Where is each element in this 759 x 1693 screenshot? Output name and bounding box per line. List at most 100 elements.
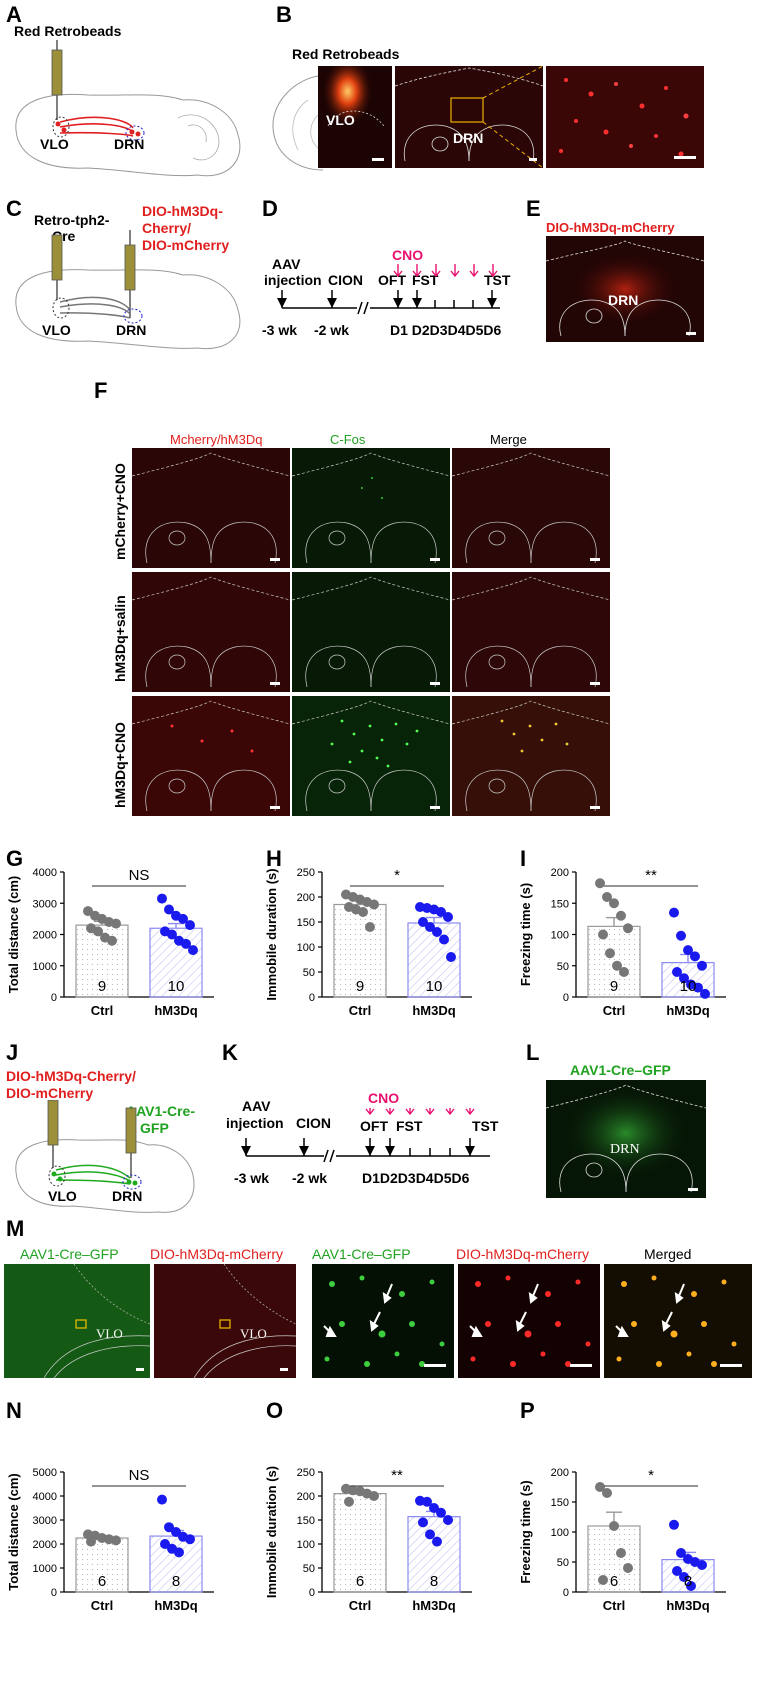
data-point bbox=[425, 1529, 435, 1540]
data-point bbox=[669, 1519, 679, 1530]
y-tick-label: 0 bbox=[563, 1587, 569, 1599]
f-r1-merge-micrograph bbox=[452, 448, 610, 568]
data-point bbox=[616, 910, 626, 921]
panel-letter-a: A bbox=[6, 2, 22, 27]
data-point bbox=[358, 907, 368, 917]
panel-c-virus2-line2: Cherry/ bbox=[142, 220, 192, 236]
n-label: 9 bbox=[356, 978, 364, 995]
data-point bbox=[672, 967, 682, 977]
panel-f-row-label-1: mCherry+CNO bbox=[112, 463, 128, 560]
x-tick-label: hM3Dq bbox=[412, 1003, 455, 1018]
data-point bbox=[598, 1575, 608, 1585]
panel-a-vlo-label: VLO bbox=[40, 136, 69, 152]
y-tick-label: 150 bbox=[297, 1515, 315, 1527]
y-tick-label: 100 bbox=[297, 1539, 315, 1551]
data-point bbox=[174, 1547, 184, 1558]
x-tick-label: hM3Dq bbox=[666, 1003, 709, 1018]
panel-letter-i: I bbox=[520, 846, 527, 871]
scale-bar bbox=[686, 332, 696, 335]
panel-j-virus2-line2: GFP bbox=[140, 1120, 169, 1136]
scale-bar bbox=[430, 558, 440, 561]
y-tick-label: 100 bbox=[551, 1527, 569, 1539]
y-tick-label: 150 bbox=[551, 1497, 569, 1509]
n-label: 10 bbox=[168, 978, 185, 995]
scale-bar bbox=[372, 158, 384, 161]
scale-bar bbox=[590, 806, 600, 809]
data-point bbox=[672, 1566, 682, 1576]
y-tick-label: 150 bbox=[297, 917, 315, 929]
x-tick-label: Ctrl bbox=[349, 1003, 371, 1018]
data-point bbox=[690, 951, 700, 962]
scale-bar bbox=[570, 1364, 592, 1367]
data-point bbox=[111, 1535, 121, 1546]
data-point bbox=[609, 898, 619, 909]
data-point bbox=[612, 960, 622, 971]
n-label: 8 bbox=[684, 1573, 692, 1590]
scale-bar bbox=[424, 1364, 446, 1367]
panel-letter-e: E bbox=[526, 196, 541, 221]
coronal-atlas-outline bbox=[272, 74, 329, 171]
x-tick-label: Ctrl bbox=[603, 1003, 625, 1018]
timeline1-aav-line1: AAV bbox=[272, 256, 301, 272]
panel-e-drn-label: DRN bbox=[608, 292, 639, 308]
data-point bbox=[164, 1522, 174, 1533]
timeline2-wk3: -3 wk bbox=[234, 1170, 270, 1186]
m-gfp-vlo-label: VLO bbox=[96, 1326, 123, 1341]
data-point bbox=[86, 1536, 96, 1547]
bar-ctrl bbox=[333, 903, 387, 998]
chart-i-freezing-time: Freezing time (s) 0 50 100 150 200 9 Ctrl 10 hM3D… bbox=[518, 867, 726, 1018]
y-tick-label: 5000 bbox=[33, 1467, 57, 1479]
panel-j-virus1-line1: DIO-hM3Dq-Cherry/ bbox=[6, 1068, 136, 1084]
bar-ctrl bbox=[75, 1537, 129, 1593]
chart-o-immobile-duration: Immobile duration (s) 0 50 100 150 200 250 6 Ctr… bbox=[264, 1466, 472, 1613]
data-point bbox=[683, 945, 693, 956]
panel-m-left-red-label: DIO-hM3Dq-mCherry bbox=[150, 1246, 284, 1262]
m-mcherry-vlo-label: VLO bbox=[240, 1326, 267, 1341]
timeline1-cion: CION bbox=[328, 272, 363, 288]
n-label: 10 bbox=[426, 978, 443, 995]
x-tick-label: Ctrl bbox=[91, 1003, 113, 1018]
scale-bar bbox=[430, 806, 440, 809]
y-tick-label: 0 bbox=[563, 992, 569, 1004]
x-tick-label: hM3Dq bbox=[412, 1598, 455, 1613]
data-point bbox=[697, 1560, 707, 1570]
data-point bbox=[436, 907, 446, 917]
data-point bbox=[107, 935, 117, 946]
bar-hm3dq bbox=[149, 1535, 203, 1593]
panel-l-drn-label: DRN bbox=[610, 1142, 640, 1157]
panel-m-right-green-label: AAV1-Cre–GFP bbox=[312, 1246, 411, 1262]
scale-bar bbox=[590, 558, 600, 561]
n-label: 6 bbox=[356, 1573, 364, 1590]
scale-bar bbox=[688, 1188, 698, 1191]
panel-b-vlo-label: VLO bbox=[326, 112, 355, 128]
data-point bbox=[83, 906, 93, 917]
data-point bbox=[429, 1503, 439, 1513]
y-tick-label: 100 bbox=[297, 942, 315, 954]
f-r3-cfos-micrograph bbox=[292, 696, 450, 816]
panel-e-title: DIO-hM3Dq-mCherry bbox=[546, 220, 675, 235]
panel-m-left-green-label: AAV1-Cre–GFP bbox=[20, 1246, 119, 1262]
timeline2-cno: CNO bbox=[368, 1090, 400, 1106]
panel-m-right-red-label: DIO-hM3Dq-mCherry bbox=[456, 1246, 590, 1262]
f-r2-mcherry-micrograph bbox=[132, 572, 290, 692]
data-point bbox=[669, 907, 679, 918]
data-point bbox=[443, 912, 453, 922]
scale-bar bbox=[136, 1368, 144, 1371]
timeline1-cno: CNO bbox=[392, 247, 424, 263]
panel-a-title: Red Retrobeads bbox=[14, 23, 122, 39]
scale-bar bbox=[270, 806, 280, 809]
f-r3-merge-micrograph bbox=[452, 696, 610, 816]
y-tick-label: 3000 bbox=[33, 898, 57, 910]
panel-l-micrograph: DRN bbox=[546, 1080, 706, 1198]
data-point bbox=[598, 929, 608, 940]
data-point bbox=[111, 918, 121, 929]
timeline1-oft: OFT bbox=[378, 272, 406, 288]
data-point bbox=[164, 904, 174, 915]
timeline2-tst: TST bbox=[472, 1118, 499, 1134]
data-point bbox=[369, 899, 379, 910]
y-tick-label: 250 bbox=[297, 1467, 315, 1479]
panel-j-vlo-label: VLO bbox=[48, 1188, 77, 1204]
data-point bbox=[602, 892, 612, 902]
f-r1-cfos-micrograph bbox=[292, 448, 450, 568]
data-point bbox=[157, 893, 167, 904]
